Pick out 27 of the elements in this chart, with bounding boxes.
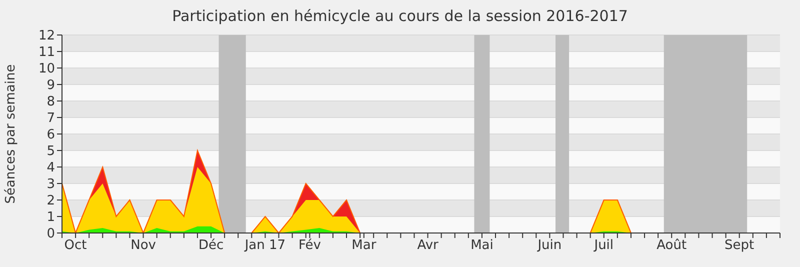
y-tick-label: 6: [46, 128, 55, 143]
chart-title: Participation en hémicycle au cours de la session 2016-2017: [171, 7, 629, 25]
x-tick-label: Jan 17: [244, 238, 286, 254]
y-tick-label: 5: [46, 144, 55, 160]
y-tick-label: 10: [38, 62, 55, 77]
y-tick-label: 12: [38, 28, 55, 44]
y-tick-label: 1: [46, 210, 55, 226]
y-tick-label: 8: [46, 94, 55, 110]
x-tick-label: Déc: [198, 238, 224, 254]
y-tick-label: 0: [46, 226, 55, 242]
y-tick-label: 11: [38, 45, 55, 60]
x-tick-label: Mar: [352, 238, 377, 254]
x-tick-label: Juin: [536, 238, 562, 254]
y-tick-label: 2: [46, 194, 55, 209]
x-tick-label: Août: [656, 238, 687, 254]
y-tick-label: 3: [46, 177, 55, 192]
y-tick-label: 9: [46, 78, 55, 94]
x-tick-label: Avr: [417, 238, 440, 254]
x-tick-label: Oct: [64, 238, 87, 254]
y-tick-label: 4: [46, 160, 55, 176]
x-tick-label: Fév: [298, 238, 322, 254]
y-axis-title: Séances par semaine: [4, 64, 19, 204]
x-tick-label: Juil: [593, 238, 614, 254]
x-tick-label: Mai: [470, 238, 494, 254]
x-tick-label: Sept: [724, 238, 754, 254]
y-tick-label: 7: [46, 111, 55, 126]
x-tick-label: Nov: [130, 238, 156, 254]
